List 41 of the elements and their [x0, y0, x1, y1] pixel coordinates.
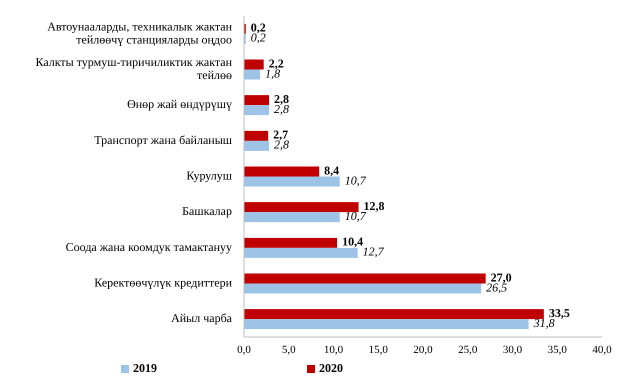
- y-tick-label: Айыл чарба: [171, 310, 233, 325]
- bar: [244, 238, 338, 248]
- data-label: 12,7: [362, 244, 385, 259]
- bar: [244, 274, 486, 284]
- x-tick-label: 5,0: [282, 344, 296, 356]
- y-tick-label: Автоунааларды, техникалык жактан тейлөөчү станцияларды оңдоо: [47, 19, 233, 46]
- bar: [244, 140, 270, 151]
- x-tick-label: 30,0: [502, 344, 523, 356]
- bar: [244, 166, 320, 177]
- x-tick-label: 20,0: [413, 344, 434, 356]
- bar: [244, 70, 260, 80]
- bar: [244, 176, 340, 187]
- x-tick-label: 15,0: [368, 344, 388, 356]
- bar: [244, 60, 264, 70]
- bar: [244, 319, 529, 330]
- y-tick-label: Транспорт жана байланыш: [94, 132, 233, 147]
- bar: [244, 95, 270, 106]
- bar: [244, 202, 359, 212]
- y-tick-label: Керектөөчүлүк кредиттери: [94, 275, 233, 290]
- bar: [244, 105, 270, 116]
- bar: [244, 309, 544, 320]
- y-tick-label: Өнөр жай өндүрүшү: [127, 96, 232, 111]
- data-label: 10,7: [344, 173, 367, 188]
- data-label: 8,4: [324, 163, 340, 178]
- x-tick-label: 35,0: [548, 344, 568, 356]
- x-tick-label: 0,0: [237, 344, 252, 356]
- x-tick-label: 40,0: [592, 344, 612, 356]
- bar: [244, 284, 482, 294]
- bar: [244, 248, 358, 258]
- y-tick-label: Соода жана коомдук тамактануу: [66, 240, 232, 254]
- x-tick-label: 25,0: [458, 344, 478, 356]
- bar: [244, 212, 340, 222]
- y-tick-label: Башкалар: [182, 204, 232, 218]
- bar: [244, 130, 268, 141]
- y-tick-label: Калкты турмуш-тиричиликтик жактан тейлөө: [35, 54, 233, 82]
- x-tick-label: 10,0: [324, 344, 344, 356]
- legend-label: 2019: [133, 361, 157, 375]
- data-label: 33,5: [548, 306, 570, 320]
- legend-label: 2020: [319, 361, 343, 375]
- data-label: 10,4: [342, 234, 364, 249]
- y-tick-label: Курулуш: [186, 168, 233, 182]
